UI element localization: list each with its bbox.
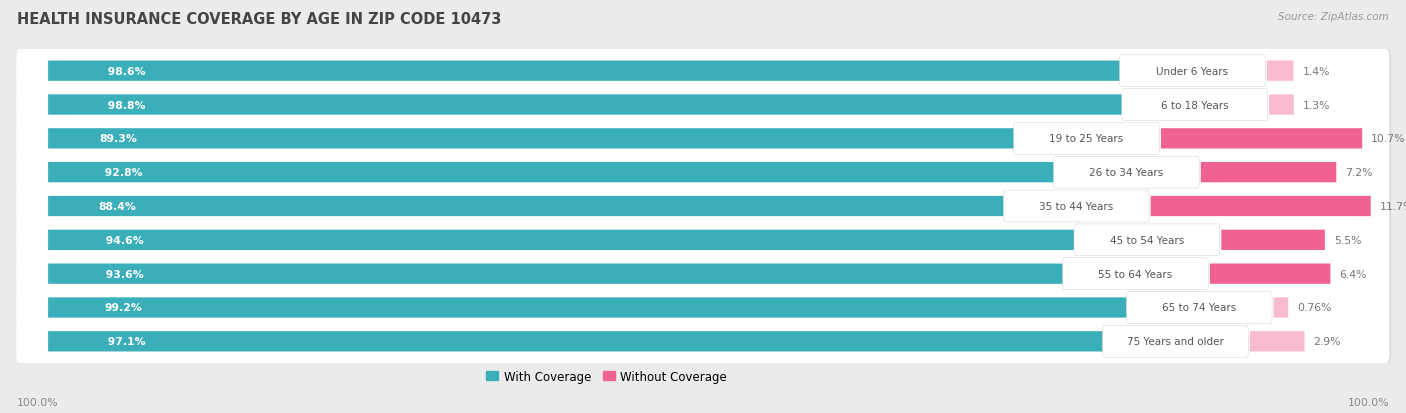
Text: 65 to 74 Years: 65 to 74 Years <box>1163 303 1236 313</box>
FancyBboxPatch shape <box>17 320 1389 363</box>
Text: 75 Years and older: 75 Years and older <box>1126 337 1223 347</box>
FancyBboxPatch shape <box>17 50 1389 93</box>
FancyBboxPatch shape <box>17 117 1389 161</box>
Text: 97.1%: 97.1% <box>104 337 145 347</box>
FancyBboxPatch shape <box>17 218 1391 262</box>
FancyBboxPatch shape <box>48 129 1066 149</box>
FancyBboxPatch shape <box>17 286 1391 330</box>
Text: 89.3%: 89.3% <box>98 134 136 144</box>
FancyBboxPatch shape <box>17 50 1391 93</box>
FancyBboxPatch shape <box>48 331 1154 351</box>
FancyBboxPatch shape <box>1222 230 1324 250</box>
Text: 1.4%: 1.4% <box>1302 66 1330 76</box>
FancyBboxPatch shape <box>17 151 1389 195</box>
FancyBboxPatch shape <box>48 264 1114 284</box>
FancyBboxPatch shape <box>1150 196 1371 217</box>
FancyBboxPatch shape <box>1211 264 1330 284</box>
FancyBboxPatch shape <box>1102 325 1249 357</box>
FancyBboxPatch shape <box>48 298 1178 318</box>
FancyBboxPatch shape <box>1274 298 1288 318</box>
FancyBboxPatch shape <box>17 83 1391 127</box>
Text: Under 6 Years: Under 6 Years <box>1156 66 1229 76</box>
Text: 94.6%: 94.6% <box>103 235 143 245</box>
FancyBboxPatch shape <box>17 286 1389 330</box>
Text: 35 to 44 Years: 35 to 44 Years <box>1039 202 1114 211</box>
FancyBboxPatch shape <box>1014 123 1160 155</box>
FancyBboxPatch shape <box>17 185 1391 228</box>
FancyBboxPatch shape <box>48 163 1105 183</box>
Text: 10.7%: 10.7% <box>1371 134 1406 144</box>
FancyBboxPatch shape <box>17 252 1389 296</box>
Text: 0.76%: 0.76% <box>1298 303 1331 313</box>
FancyBboxPatch shape <box>1063 258 1208 290</box>
FancyBboxPatch shape <box>1161 129 1362 149</box>
Text: 99.2%: 99.2% <box>104 303 142 313</box>
FancyBboxPatch shape <box>17 218 1389 262</box>
Text: 6 to 18 Years: 6 to 18 Years <box>1161 100 1229 110</box>
FancyBboxPatch shape <box>48 196 1054 217</box>
Text: 100.0%: 100.0% <box>17 397 59 407</box>
Text: 2.9%: 2.9% <box>1313 337 1341 347</box>
FancyBboxPatch shape <box>1126 292 1272 324</box>
Text: 6.4%: 6.4% <box>1340 269 1367 279</box>
FancyBboxPatch shape <box>48 230 1126 250</box>
Text: 98.6%: 98.6% <box>104 66 146 76</box>
Text: 93.6%: 93.6% <box>101 269 143 279</box>
FancyBboxPatch shape <box>1270 95 1294 115</box>
Text: 92.8%: 92.8% <box>101 168 142 178</box>
Legend: With Coverage, Without Coverage: With Coverage, Without Coverage <box>486 370 727 383</box>
FancyBboxPatch shape <box>1201 163 1336 183</box>
Text: 26 to 34 Years: 26 to 34 Years <box>1090 168 1163 178</box>
Text: 1.3%: 1.3% <box>1303 100 1330 110</box>
FancyBboxPatch shape <box>17 117 1391 161</box>
FancyBboxPatch shape <box>17 252 1391 296</box>
Text: 11.7%: 11.7% <box>1379 202 1406 211</box>
Text: Source: ZipAtlas.com: Source: ZipAtlas.com <box>1278 12 1389 22</box>
FancyBboxPatch shape <box>17 83 1389 127</box>
Text: 100.0%: 100.0% <box>1347 397 1389 407</box>
Text: 19 to 25 Years: 19 to 25 Years <box>1049 134 1123 144</box>
Text: 98.8%: 98.8% <box>104 100 146 110</box>
FancyBboxPatch shape <box>48 62 1171 82</box>
Text: 45 to 54 Years: 45 to 54 Years <box>1109 235 1184 245</box>
FancyBboxPatch shape <box>1122 89 1268 121</box>
Text: 55 to 64 Years: 55 to 64 Years <box>1098 269 1173 279</box>
FancyBboxPatch shape <box>1250 331 1305 351</box>
FancyBboxPatch shape <box>17 320 1391 363</box>
FancyBboxPatch shape <box>1074 224 1220 256</box>
FancyBboxPatch shape <box>17 151 1391 195</box>
FancyBboxPatch shape <box>1119 56 1265 88</box>
Text: 5.5%: 5.5% <box>1334 235 1361 245</box>
FancyBboxPatch shape <box>17 185 1389 228</box>
FancyBboxPatch shape <box>1053 157 1199 189</box>
FancyBboxPatch shape <box>1267 62 1294 82</box>
FancyBboxPatch shape <box>48 95 1174 115</box>
FancyBboxPatch shape <box>1004 191 1149 222</box>
Text: 88.4%: 88.4% <box>98 202 136 211</box>
Text: 7.2%: 7.2% <box>1346 168 1372 178</box>
Text: HEALTH INSURANCE COVERAGE BY AGE IN ZIP CODE 10473: HEALTH INSURANCE COVERAGE BY AGE IN ZIP … <box>17 12 502 27</box>
